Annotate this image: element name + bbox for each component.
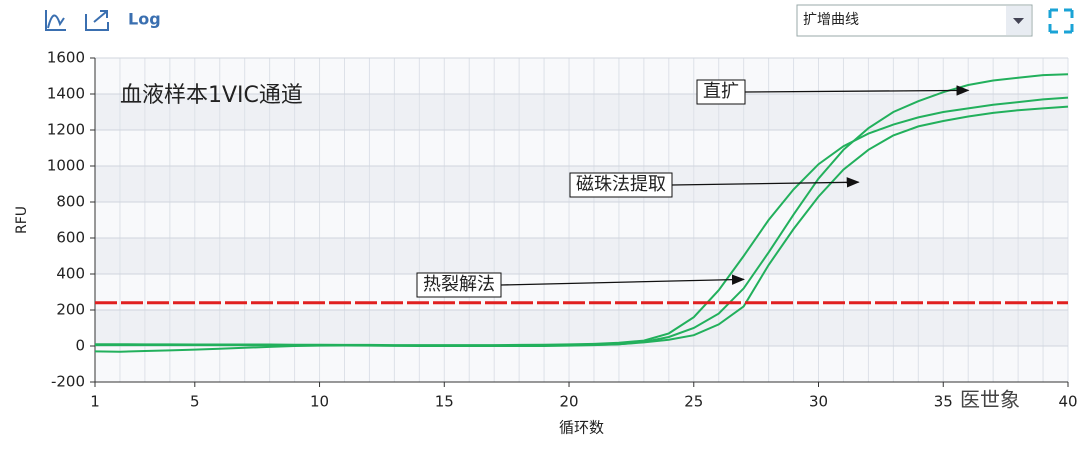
y-tick-label: 1200 bbox=[47, 121, 85, 139]
annotation-box bbox=[569, 172, 673, 198]
x-tick-label: 1 bbox=[90, 393, 100, 411]
log-button[interactable]: Log bbox=[128, 10, 161, 29]
x-tick-label: 20 bbox=[559, 393, 578, 411]
y-tick-label: 600 bbox=[56, 229, 85, 247]
fullscreen-icon[interactable] bbox=[1048, 8, 1074, 34]
y-tick-label: 800 bbox=[56, 193, 85, 211]
grid-band bbox=[95, 202, 1068, 238]
x-tick-label: 30 bbox=[809, 393, 828, 411]
annotation-text: 直扩 bbox=[703, 81, 739, 102]
dropdown[interactable] bbox=[796, 4, 1033, 37]
dropdown-arrow bbox=[1013, 18, 1024, 24]
x-tick-label: 15 bbox=[435, 393, 454, 411]
x-tick-label: 5 bbox=[190, 393, 200, 411]
toolbar: Log 扩增曲线 bbox=[45, 4, 1074, 37]
x-tick-label: 40 bbox=[1058, 393, 1077, 411]
grid-band bbox=[95, 130, 1068, 166]
y-tick-label: 1600 bbox=[47, 49, 85, 67]
y-tick-label: 400 bbox=[56, 265, 85, 283]
grid-band bbox=[95, 58, 1068, 94]
y-tick-label: 1000 bbox=[47, 157, 85, 175]
export-icon[interactable] bbox=[85, 10, 109, 31]
x-tick-label: 35 bbox=[934, 393, 953, 411]
y-tick-label: 1400 bbox=[47, 85, 85, 103]
annotation-text: 磁珠法提取 bbox=[576, 174, 666, 195]
watermark: 医世象 bbox=[960, 388, 1020, 412]
annotation-text: 热裂解法 bbox=[423, 274, 495, 295]
grid-band bbox=[95, 346, 1068, 382]
y-axis-label: RFU bbox=[14, 206, 30, 234]
annotation-arrow bbox=[500, 274, 745, 286]
annotation-box bbox=[696, 79, 746, 105]
x-tick-label: 10 bbox=[310, 393, 329, 411]
annotation-arrow bbox=[744, 85, 970, 96]
chart-icon[interactable] bbox=[45, 10, 66, 31]
x-tick-label: 25 bbox=[684, 393, 703, 411]
series-line bbox=[94, 105, 1069, 353]
x-axis-label: 循环数 bbox=[559, 419, 604, 437]
chart-title: 血液样本1VIC通道 bbox=[120, 83, 303, 108]
y-tick-label: -200 bbox=[51, 373, 85, 391]
dropdown-value: 扩增曲线 bbox=[803, 12, 859, 28]
annotation-box bbox=[416, 272, 502, 298]
y-tick-label: 0 bbox=[75, 337, 85, 355]
grid-band bbox=[95, 274, 1068, 310]
annotation-arrow bbox=[671, 177, 860, 188]
y-tick-label: 200 bbox=[56, 301, 85, 319]
